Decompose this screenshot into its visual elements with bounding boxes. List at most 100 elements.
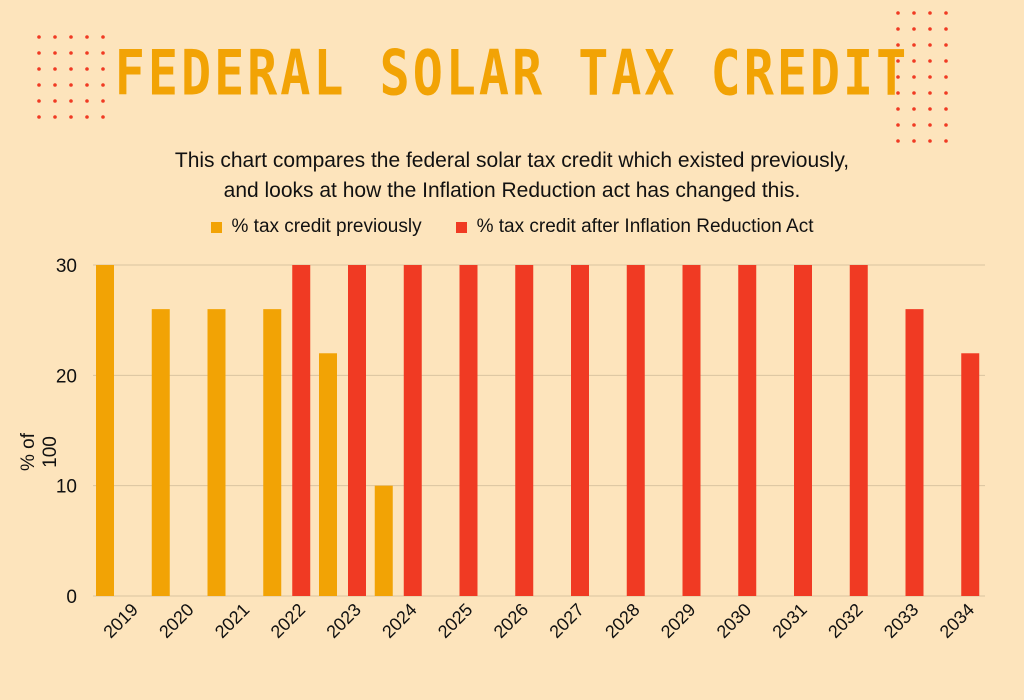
- decorative-dot: [944, 43, 948, 47]
- x-tick-label: 2034: [936, 600, 978, 642]
- x-tick-label: 2028: [601, 600, 643, 642]
- legend-swatch-after-ira: [455, 221, 467, 233]
- decorative-dot: [912, 27, 916, 31]
- decorative-dot: [944, 123, 948, 127]
- bar-after-ira: [292, 265, 311, 596]
- decorative-dot: [101, 51, 105, 55]
- decorative-dot: [37, 115, 41, 119]
- y-tick-label: 20: [56, 366, 77, 387]
- decorative-dot: [928, 91, 932, 95]
- x-tick-label: 2026: [490, 600, 532, 642]
- x-tick-label: 2032: [824, 600, 866, 642]
- bar-after-ira: [682, 265, 701, 596]
- decorative-dot: [928, 11, 932, 15]
- bar-after-ira: [403, 265, 422, 596]
- decorative-dot: [912, 91, 916, 95]
- decorative-dots-right: [896, 11, 948, 143]
- x-tick-label: 2024: [378, 600, 420, 642]
- x-tick-label: 2025: [434, 600, 476, 642]
- decorative-dot: [69, 51, 73, 55]
- x-tick-label: 2023: [322, 600, 364, 642]
- decorative-dots-left: [37, 35, 105, 119]
- decorative-dot: [896, 59, 900, 63]
- decorative-dot: [53, 51, 57, 55]
- bar-previous: [96, 265, 114, 596]
- decorative-dot: [37, 83, 41, 87]
- bar-previous: [374, 485, 393, 596]
- decorative-dot: [896, 75, 900, 79]
- x-tick-label: 2027: [545, 600, 587, 642]
- decorative-dot: [912, 43, 916, 47]
- decorative-dot: [37, 67, 41, 71]
- y-tick-label: 10: [56, 477, 77, 498]
- legend-label-previous: % tax credit previously: [231, 216, 422, 237]
- decorative-dot: [53, 83, 57, 87]
- decorative-dot: [944, 11, 948, 15]
- x-tick-label: 2033: [880, 600, 922, 642]
- decorative-dot: [912, 59, 916, 63]
- decorative-dot: [944, 59, 948, 63]
- decorative-dot: [944, 75, 948, 79]
- decorative-dot: [37, 51, 41, 55]
- bar-after-ira: [571, 265, 589, 596]
- decorative-dot: [912, 123, 916, 127]
- bar-previous: [207, 309, 226, 596]
- decorative-dot: [944, 27, 948, 31]
- decorative-dot: [896, 91, 900, 95]
- legend-item-previous: % tax credit previously: [210, 216, 422, 238]
- decorative-dot: [53, 99, 57, 103]
- bar-after-ira: [961, 353, 980, 596]
- legend-swatch-previous: [210, 221, 222, 233]
- y-tick-label: 30: [56, 256, 77, 277]
- decorative-dot: [896, 11, 900, 15]
- decorative-dot: [928, 75, 932, 79]
- bar-after-ira: [348, 265, 366, 596]
- decorative-dot: [928, 43, 932, 47]
- decorative-dot: [928, 59, 932, 63]
- x-tick-label: 2030: [713, 600, 755, 642]
- decorative-dot: [912, 11, 916, 15]
- decorative-dot: [69, 115, 73, 119]
- x-tick-label: 2021: [211, 600, 253, 642]
- bar-after-ira: [459, 265, 478, 596]
- x-tick-label: 2029: [657, 600, 699, 642]
- subtitle-line-2: and looks at how the Inflation Reduction…: [223, 179, 801, 202]
- x-tick-label: 2019: [99, 600, 141, 642]
- x-tick-label: 2022: [267, 600, 309, 642]
- decorative-dot: [896, 123, 900, 127]
- decorative-dot: [69, 35, 73, 39]
- page-title: FEDERAL SOLAR TAX CREDIT: [114, 36, 910, 110]
- decorative-dot: [69, 83, 73, 87]
- decorative-dot: [101, 115, 105, 119]
- decorative-dot: [101, 99, 105, 103]
- decorative-dot: [896, 43, 900, 47]
- decorative-dot: [37, 35, 41, 39]
- bar-after-ira: [905, 309, 924, 596]
- x-tick-label: 2020: [155, 600, 197, 642]
- decorative-dot: [912, 107, 916, 111]
- decorative-dot: [912, 75, 916, 79]
- bar-previous: [263, 309, 282, 596]
- decorative-dot: [944, 139, 948, 143]
- bar-previous: [319, 353, 337, 596]
- decorative-dot: [85, 115, 89, 119]
- y-tick-label: 0: [66, 587, 77, 608]
- decorative-dot: [101, 67, 105, 71]
- bar-after-ira: [794, 265, 812, 596]
- bar-after-ira: [849, 265, 868, 596]
- page-subtitle: This chart compares the federal solar ta…: [40, 146, 984, 206]
- legend-label-after-ira: % tax credit after Inflation Reduction A…: [476, 216, 814, 237]
- decorative-dot: [944, 91, 948, 95]
- decorative-dot: [85, 99, 89, 103]
- decorative-dot: [101, 35, 105, 39]
- chart-legend: % tax credit previously % tax credit aft…: [0, 216, 1024, 238]
- decorative-dot: [101, 83, 105, 87]
- bar-after-ira: [626, 265, 645, 596]
- decorative-dot: [928, 107, 932, 111]
- decorative-dot: [896, 107, 900, 111]
- decorative-dot: [944, 107, 948, 111]
- decorative-dot: [896, 27, 900, 31]
- decorative-dot: [53, 115, 57, 119]
- x-tick-label: 2031: [768, 600, 810, 642]
